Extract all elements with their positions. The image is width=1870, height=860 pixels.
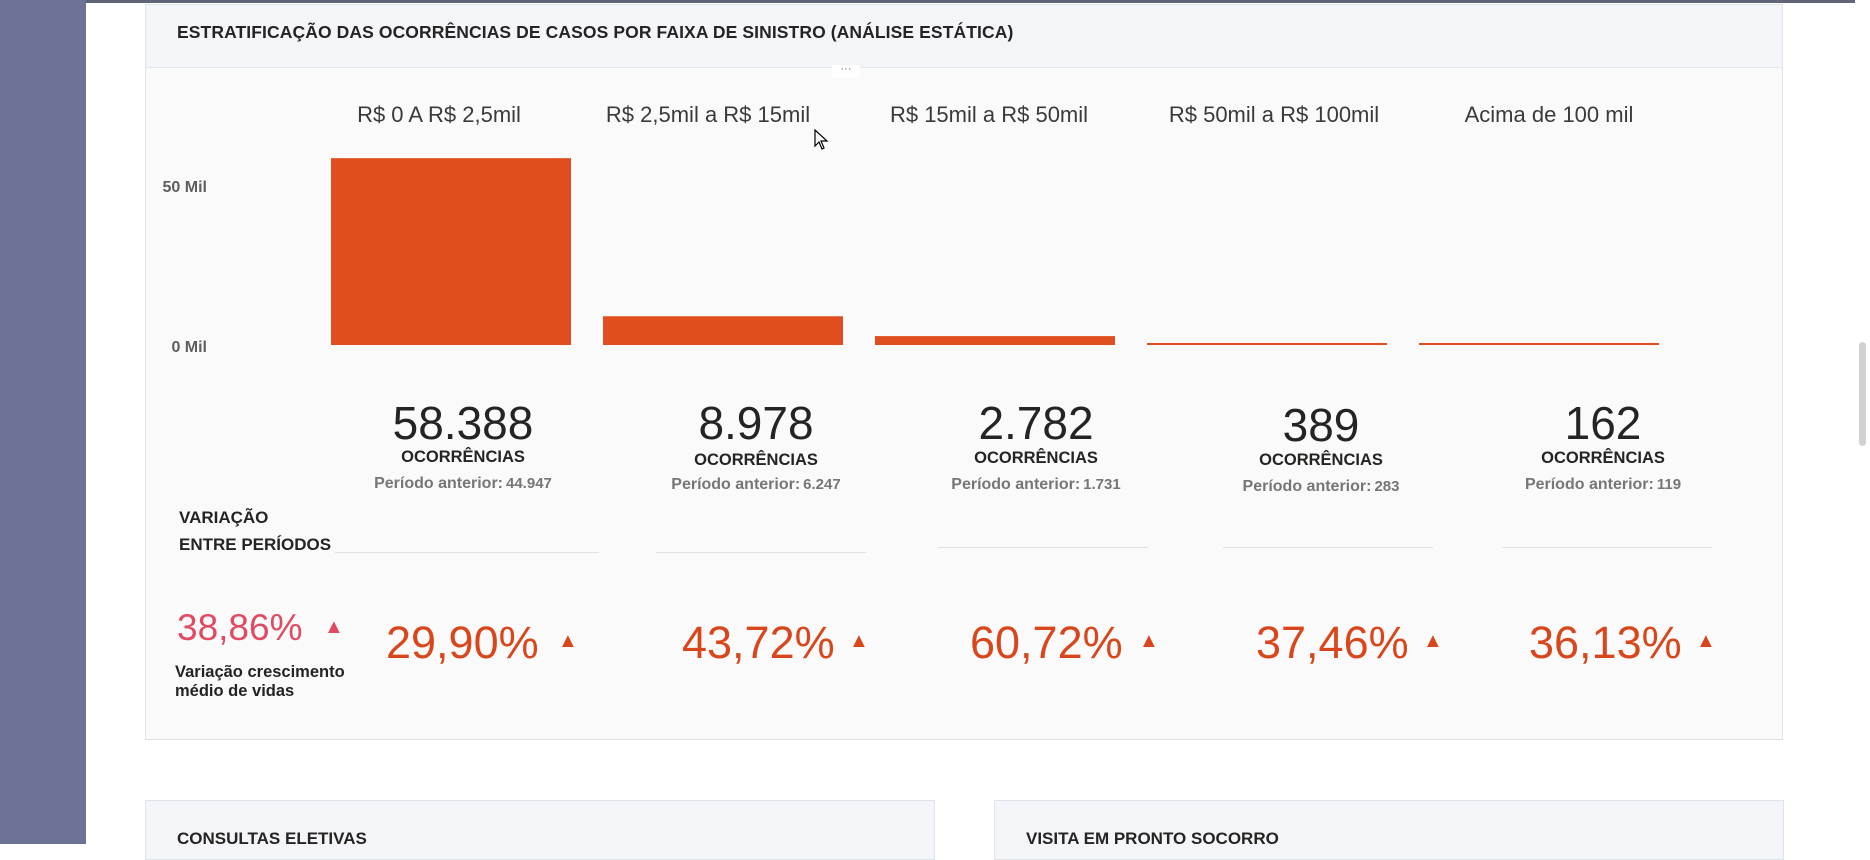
bar-3[interactable]: [875, 336, 1115, 345]
variation-percentage: 29,90%: [386, 617, 539, 668]
occurrence-card: 58.388 OCORRÊNCIAS Período anterior: 44.9…: [338, 398, 588, 493]
y-tick-label: 50 Mil: [162, 179, 207, 196]
scrollbar-thumb[interactable]: [1859, 342, 1866, 446]
card-title: CONSULTAS ELETIVAS: [177, 829, 367, 848]
category-label: R$ 2,5mil a R$ 15mil: [605, 102, 811, 127]
previous-period-label: Período anterior:: [951, 476, 1081, 493]
y-tick-label: 0 Mil: [171, 339, 207, 356]
occurrence-card: 162 OCORRÊNCIAS Período anterior: 119: [1478, 398, 1728, 494]
occurrence-count: 58.388: [392, 397, 534, 449]
occurrence-card: 2.782 OCORRÊNCIAS Período anterior: 1.731: [911, 398, 1161, 494]
card-title: VISITA EM PRONTO SOCORRO: [1026, 829, 1279, 848]
previous-period-label: Período anterior:: [671, 476, 801, 493]
category-label: R$ 15mil a R$ 50mil: [889, 102, 1089, 127]
window-top-border: [0, 0, 1870, 3]
occurrence-unit: OCORRÊNCIAS: [974, 449, 1098, 467]
previous-period-label: Período anterior:: [1242, 478, 1372, 495]
occurrence-count: 8.978: [698, 397, 814, 449]
variation-percentage: 60,72%: [970, 617, 1123, 668]
occurrence-count: 2.782: [978, 397, 1094, 449]
growth-label: Variação crescimento médio de vidas: [175, 663, 345, 701]
variation-label-line: VARIAÇÃO: [179, 508, 269, 527]
occurrence-unit: OCORRÊNCIAS: [694, 451, 818, 469]
stratification-panel: ESTRATIFICAÇÃO DAS OCORRÊNCIAS DE CASOS …: [145, 4, 1783, 740]
previous-period-value: 283: [1374, 478, 1400, 495]
previous-period-value: 44.947: [506, 475, 552, 492]
variation-percentage: 36,13%: [1529, 617, 1682, 668]
previous-period: Período anterior: 44.947: [338, 475, 588, 493]
category-label: R$ 50mil a R$ 100mil: [1168, 102, 1380, 127]
more-options-button[interactable]: ···: [832, 64, 860, 77]
growth-label-line: Variação crescimento: [175, 663, 345, 681]
variation-label: VARIAÇÃO ENTRE PERÍODOS: [179, 504, 331, 558]
up-triangle-icon: ▲: [558, 630, 578, 652]
occurrence-card: 8.978 OCORRÊNCIAS Período anterior: 6.247: [631, 398, 881, 494]
elective-consultations-card: CONSULTAS ELETIVAS: [145, 800, 935, 860]
occurrence-count: 389: [1282, 399, 1360, 451]
divider: [1502, 547, 1712, 548]
bar-4[interactable]: [1147, 343, 1387, 345]
previous-period: Período anterior: 283: [1196, 478, 1446, 496]
occurrence-unit: OCORRÊNCIAS: [1541, 449, 1665, 467]
previous-period: Período anterior: 119: [1478, 476, 1728, 494]
occurrence-card: 389 OCORRÊNCIAS Período anterior: 283: [1196, 400, 1446, 496]
divider: [1223, 547, 1433, 548]
previous-period: Período anterior: 6.247: [631, 476, 881, 494]
divider: [656, 552, 866, 553]
up-triangle-icon: ▲: [324, 616, 344, 638]
bar-1[interactable]: [331, 158, 571, 345]
growth-label-line: médio de vidas: [175, 682, 295, 700]
up-triangle-icon: ▲: [1139, 630, 1159, 652]
mouse-cursor-icon: [814, 129, 829, 150]
variation-percentage: 37,46%: [1256, 617, 1409, 668]
up-triangle-icon: ▲: [849, 630, 869, 652]
left-navigation-rail: [0, 0, 86, 844]
occurrence-count: 162: [1564, 397, 1642, 449]
variation-percentage: 43,72%: [682, 617, 835, 668]
category-label: R$ 0 A R$ 2,5mil: [357, 102, 521, 127]
up-triangle-icon: ▲: [1423, 630, 1443, 652]
occurrence-unit: OCORRÊNCIAS: [1259, 451, 1383, 469]
emergency-visit-card: VISITA EM PRONTO SOCORRO: [994, 800, 1784, 860]
variation-label-line: ENTRE PERÍODOS: [179, 535, 332, 554]
occurrence-unit: OCORRÊNCIAS: [401, 448, 525, 466]
previous-period-value: 119: [1656, 476, 1682, 493]
previous-period-label: Período anterior:: [374, 475, 503, 492]
previous-period: Período anterior: 1.731: [911, 476, 1161, 494]
panel-title: ESTRATIFICAÇÃO DAS OCORRÊNCIAS DE CASOS …: [177, 22, 1014, 42]
bar-5[interactable]: [1419, 343, 1659, 345]
growth-percentage: 38,86%: [177, 607, 303, 648]
previous-period-label: Período anterior:: [1524, 476, 1654, 493]
panel-header: ESTRATIFICAÇÃO DAS OCORRÊNCIAS DE CASOS …: [146, 5, 1782, 68]
up-triangle-icon: ▲: [1696, 630, 1716, 652]
category-label: Acima de 100 mil: [1464, 102, 1634, 127]
bar-chart: [331, 158, 1659, 345]
divider: [938, 547, 1148, 548]
divider: [335, 552, 599, 553]
previous-period-value: 1.731: [1083, 476, 1121, 493]
previous-period-value: 6.247: [803, 476, 841, 493]
bar-2[interactable]: [603, 316, 843, 345]
